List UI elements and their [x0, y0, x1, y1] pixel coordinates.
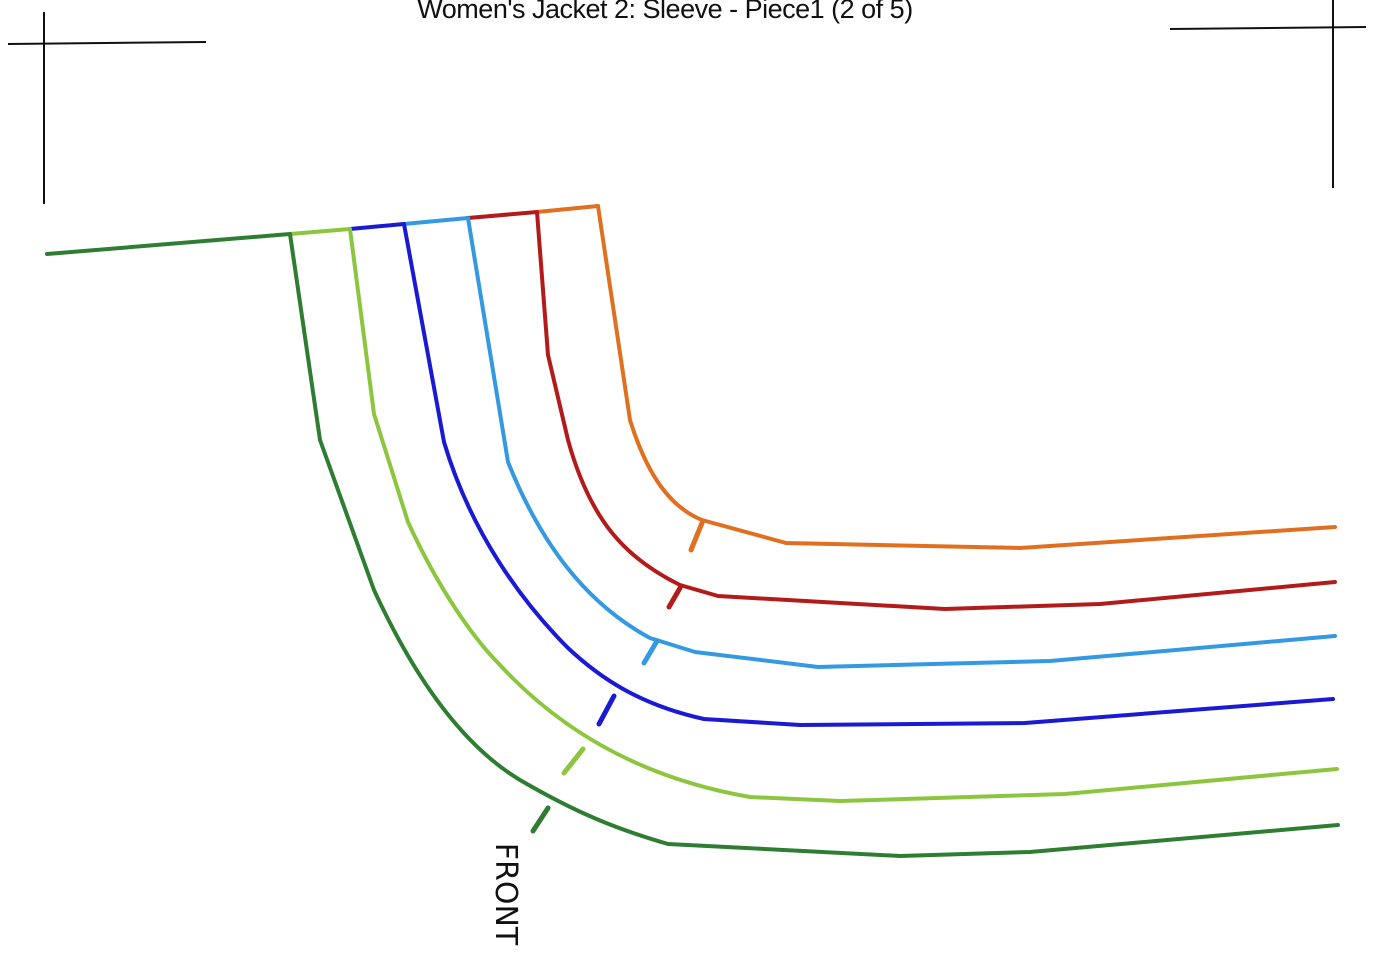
notch-size-4	[641, 638, 660, 666]
front-label: FRONT	[488, 842, 523, 946]
contour-size-6	[596, 204, 1337, 550]
notch-size-6	[688, 520, 705, 553]
contour-size-1	[288, 232, 1340, 858]
top-edge-size-5	[466, 210, 539, 220]
notch-size-3	[596, 693, 617, 727]
contour-size-3	[402, 222, 1335, 727]
sleeve-top-edge	[45, 204, 600, 256]
top-edge-size-3	[348, 222, 406, 231]
notch-size-5	[666, 585, 683, 610]
notch-size-1	[530, 805, 551, 834]
top-edge-size-6	[535, 204, 600, 214]
size-contours	[288, 204, 1340, 858]
contour-size-5	[535, 210, 1337, 611]
top-edge-size-4	[402, 216, 470, 226]
notch-marks	[530, 520, 705, 834]
registration-mark-top-left	[7, 12, 207, 204]
contour-size-4	[466, 216, 1337, 669]
notch-size-2	[561, 746, 586, 776]
top-edge-size-2	[288, 227, 352, 236]
contour-size-2	[348, 227, 1339, 803]
top-edge-size-1	[45, 232, 292, 256]
registration-mark-top-right	[1169, 0, 1367, 188]
page-title: Women's Jacket 2: Sleeve - Piece1 (2 of …	[417, 0, 913, 24]
